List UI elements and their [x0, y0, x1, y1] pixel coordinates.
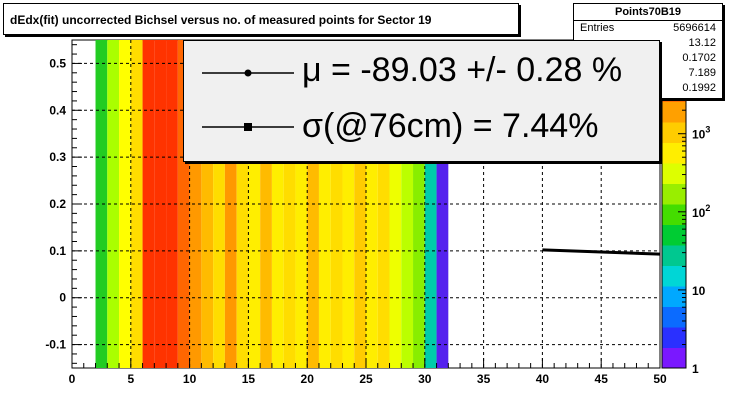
heatmap-column: [401, 40, 414, 368]
x-tick-label: 45: [595, 372, 609, 386]
heatmap-column: [436, 40, 449, 368]
heatmap-column: [189, 40, 202, 368]
color-scale-band: [662, 224, 686, 246]
legend-text: σ(@76cm) = 7.44%: [302, 107, 599, 145]
color-scale-band: [662, 183, 686, 205]
heatmap-column: [366, 40, 378, 368]
y-tick-label: 0.5: [49, 56, 66, 70]
heatmap-column: [377, 40, 390, 368]
color-scale-band: [662, 245, 686, 266]
stats-label: Entries: [580, 22, 615, 34]
x-tick-label: 25: [359, 372, 373, 386]
heatmap-column: [142, 40, 155, 368]
color-scale-label: 102: [692, 203, 710, 220]
color-scale-band: [662, 101, 686, 123]
stats-row: 7.189: [574, 66, 722, 81]
plot-title: dEdx(fit) uncorrected Bichsel versus no.…: [3, 3, 519, 35]
y-tick-label: 0.3: [49, 150, 66, 164]
stats-row: Entries 5696614: [574, 21, 722, 36]
heatmap-column: [130, 40, 143, 368]
x-tick-label: 0: [69, 372, 76, 386]
color-scale-band: [662, 265, 686, 287]
color-scale-label: 103: [692, 125, 710, 142]
heatmap-column: [107, 40, 120, 368]
color-scale-band: [662, 122, 686, 143]
stats-value: 13.12: [688, 37, 716, 49]
stats-value: 0.1702: [682, 52, 716, 64]
heatmap-column: [154, 40, 167, 368]
color-scale-label: 1: [692, 362, 699, 376]
stats-row: 0.1992: [574, 81, 722, 96]
y-tick-label: -0.1: [45, 338, 66, 352]
y-tick-label: 0.4: [49, 103, 66, 117]
x-tick-label: 30: [418, 372, 432, 386]
legend-text: μ = -89.03 +/- 0.28 %: [302, 51, 623, 89]
x-tick-label: 15: [242, 372, 256, 386]
heatmap-column: [177, 40, 190, 368]
legend-marker-square: [202, 123, 294, 131]
y-tick-label: 0.1: [49, 244, 66, 258]
color-scale-band: [662, 327, 686, 348]
x-tick-label: 20: [301, 372, 315, 386]
stats-value: 7.189: [688, 67, 716, 79]
y-axis: -0.1 0 0.1 0.2 0.3 0.4 0.5: [45, 44, 82, 364]
fit-line: [542, 248, 661, 256]
heatmap-column: [389, 40, 402, 368]
x-tick-label: 50: [653, 372, 667, 386]
x-tick-label: 35: [477, 372, 491, 386]
color-scale-band: [662, 347, 686, 369]
y-tick-label: 0.2: [49, 197, 66, 211]
x-axis: 0 5 10 15 20 25 30 35 40 45 50: [69, 358, 667, 386]
legend: μ = -89.03 +/- 0.28 % σ(@76cm) = 7.44%: [183, 40, 660, 162]
heatmap-column: [413, 40, 425, 368]
color-scale-band: [662, 306, 686, 328]
stats-value: 0.1992: [682, 82, 716, 94]
stats-row: 0.1702: [574, 51, 722, 66]
fit-line-segment: [542, 248, 661, 256]
x-tick-label: 5: [127, 372, 134, 386]
y-tick-label: 0: [59, 291, 66, 305]
x-tick-label: 40: [536, 372, 550, 386]
heatmap-column: [166, 40, 178, 368]
stats-row: 13.12: [574, 36, 722, 51]
heatmap-column: [119, 40, 131, 368]
color-scale-band: [662, 163, 686, 184]
heatmap-column: [424, 40, 437, 368]
heatmap-column: [95, 40, 108, 368]
color-scale-band: [662, 204, 686, 225]
legend-marker-circle: [202, 69, 294, 77]
color-scale-band: [662, 286, 686, 307]
heatmap-column: [201, 40, 214, 368]
legend-entry-mu: μ = -89.03 +/- 0.28 %: [184, 47, 659, 102]
x-tick-label: 10: [183, 372, 197, 386]
legend-entry-sigma: σ(@76cm) = 7.44%: [184, 103, 659, 158]
stats-name: Points70B19: [574, 4, 722, 21]
color-scale-label: 10: [692, 284, 706, 298]
color-scale-band: [662, 142, 686, 164]
stats-value: 5696614: [673, 22, 716, 34]
